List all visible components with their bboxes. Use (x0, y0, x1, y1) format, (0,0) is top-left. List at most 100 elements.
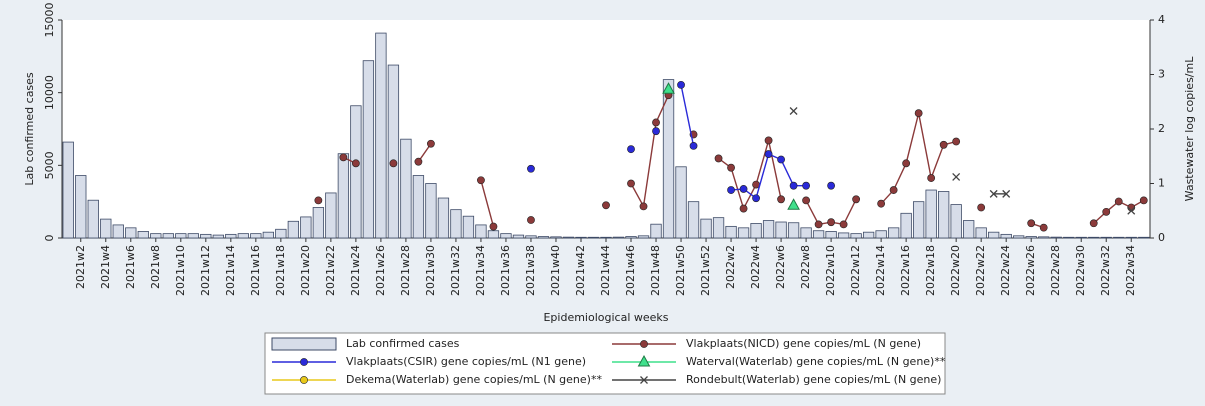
bar (562, 236, 575, 239)
y2-tick-label: 0 (1158, 231, 1165, 244)
x-tick-label: 2021w18 (274, 245, 287, 296)
marker (902, 159, 911, 168)
marker (764, 136, 773, 145)
bar (437, 197, 450, 239)
bar (550, 236, 562, 239)
marker (1039, 223, 1048, 232)
x-tick-label: 2022w26 (1024, 245, 1037, 296)
x-tick-label: 2022w20 (949, 245, 962, 296)
marker (789, 181, 798, 190)
x-tick-label: 2021w22 (324, 245, 337, 296)
bar (100, 218, 112, 239)
marker (1089, 219, 1098, 228)
bar (762, 220, 775, 239)
x-tick-label: 2021w4 (99, 245, 112, 289)
bar (812, 230, 825, 239)
bar (137, 231, 149, 239)
marker (527, 216, 535, 224)
marker (739, 204, 748, 213)
x-tick-label: 2021w52 (699, 245, 712, 296)
bar (963, 220, 975, 239)
bar (225, 233, 237, 239)
x-tick-label: 2021w36 (499, 245, 512, 296)
legend-marker (300, 358, 308, 366)
bar (750, 223, 762, 239)
marker (764, 150, 773, 158)
bar (250, 233, 262, 239)
bar (862, 231, 875, 239)
bar (725, 225, 737, 239)
bar (988, 231, 1000, 239)
bar (600, 236, 612, 239)
marker (877, 199, 886, 208)
marker (827, 218, 836, 227)
x-tick-label: 2021w6 (124, 245, 137, 289)
bar (1000, 233, 1012, 239)
bar (587, 236, 600, 239)
legend (264, 332, 946, 395)
x-axis-title: Epidemiological weeks (543, 311, 668, 324)
marker (727, 186, 735, 194)
marker (952, 137, 961, 146)
bar (1088, 236, 1100, 239)
bar (125, 227, 137, 239)
bar (412, 175, 425, 239)
x-tick-label: 2021w2 (74, 245, 87, 289)
marker (339, 153, 348, 162)
marker (914, 109, 923, 118)
marker (802, 181, 810, 190)
bar (375, 32, 387, 239)
bar (187, 233, 199, 239)
x-tick-label: 2021w48 (649, 245, 662, 296)
marker (489, 222, 498, 231)
legend-marker (300, 376, 308, 384)
bar (325, 192, 337, 239)
marker (652, 127, 660, 136)
bar (237, 233, 249, 239)
bar (525, 235, 537, 239)
marker (689, 141, 698, 150)
bar (275, 228, 287, 239)
x-tick-label: 2021w34 (474, 245, 487, 296)
marker (989, 189, 998, 198)
y-axis-title: Lab confirmed cases (23, 72, 36, 186)
bar (975, 227, 987, 239)
marker (889, 186, 898, 194)
x-tick-label: 2022w10 (824, 245, 837, 296)
y2-tick-label: 2 (1158, 122, 1165, 135)
bar (850, 233, 862, 239)
marker (787, 198, 800, 210)
legend-marker (637, 354, 651, 367)
marker (602, 201, 610, 210)
marker (1114, 197, 1123, 206)
bar (300, 216, 312, 239)
marker (839, 220, 848, 229)
bar (837, 232, 850, 239)
bar (1063, 236, 1075, 239)
marker (827, 181, 836, 190)
marker (314, 196, 323, 205)
x-tick-label: 2021w38 (524, 245, 537, 296)
marker (389, 159, 398, 168)
marker (777, 195, 785, 204)
legend-label: Waterval(Waterlab) gene copies/mL (N gen… (686, 355, 946, 368)
x-tick-label: 2022w2 (724, 245, 737, 289)
bar (500, 233, 512, 239)
x-tick-label: 2021w26 (374, 245, 387, 296)
x-tick-label: 2022w24 (999, 245, 1012, 296)
x-tick-label: 2021w40 (549, 245, 562, 296)
marker (527, 164, 535, 173)
marker (952, 173, 961, 181)
marker (739, 185, 748, 193)
bar (487, 230, 500, 239)
bar (150, 233, 162, 239)
marker (777, 155, 785, 164)
marker (852, 195, 861, 204)
bar (912, 201, 925, 239)
marker (662, 82, 675, 94)
x-tick-label: 2021w8 (149, 245, 162, 289)
y-tick-label: 0 (43, 235, 56, 242)
bar (662, 79, 675, 239)
bar (350, 105, 362, 239)
